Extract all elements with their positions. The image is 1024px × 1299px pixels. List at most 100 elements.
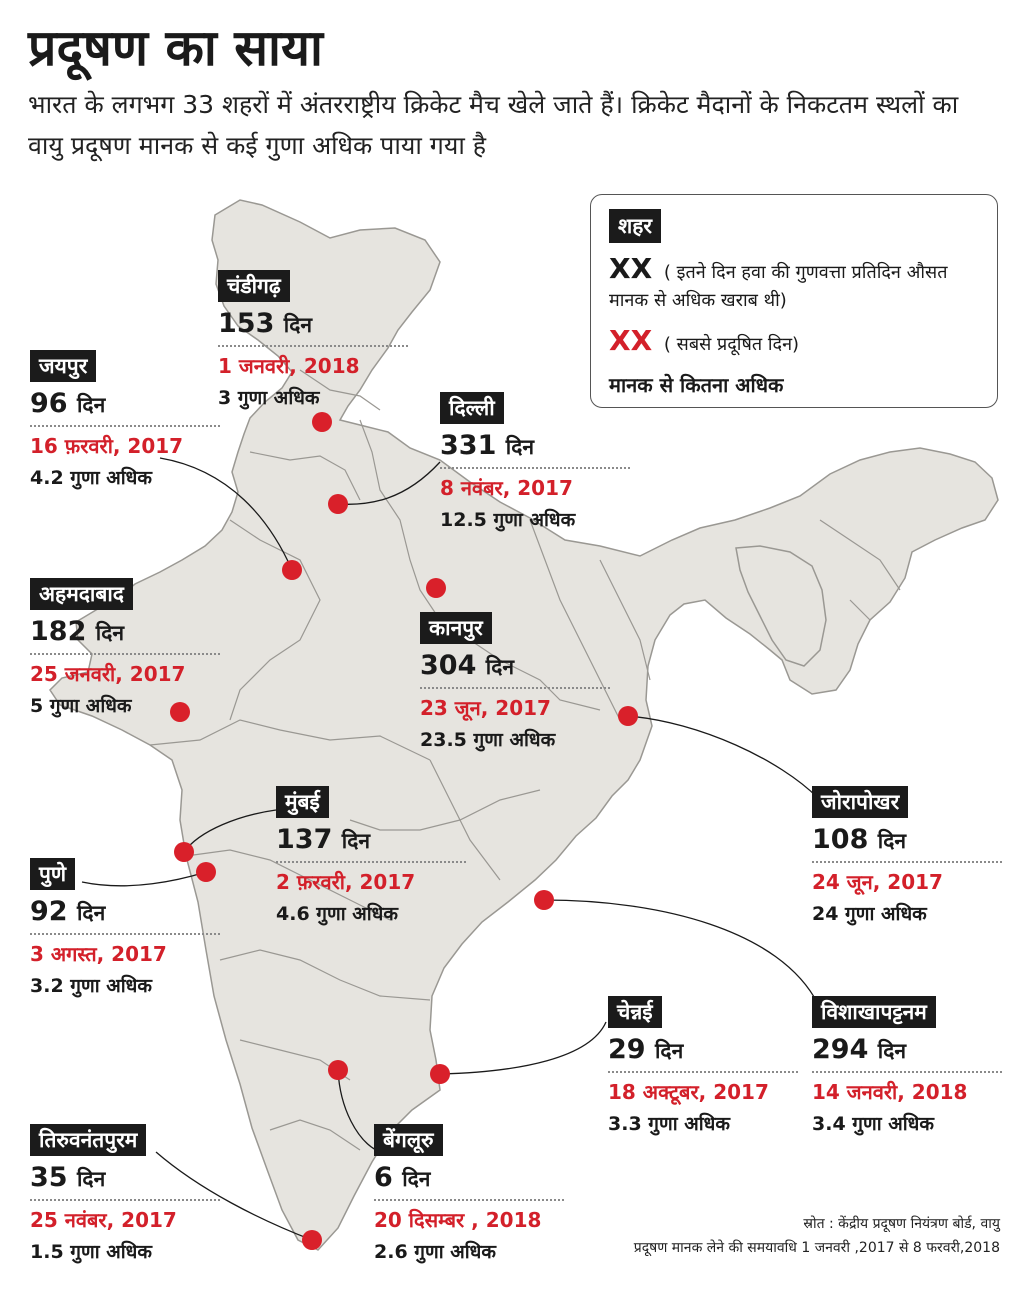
city-date: 25 जनवरी, 2017 <box>30 662 186 686</box>
leader-thiruvananthapuram <box>155 1151 313 1241</box>
days-unit: दिन <box>76 393 106 417</box>
city-date: 14 जनवरी, 2018 <box>812 1080 968 1104</box>
city-days: 182 <box>30 616 87 647</box>
city-label-bengaluru: बेंगलूरु 6 दिन 20 दिसम्बर , 2018 2.6 गुण… <box>374 1124 564 1265</box>
city-times: 12.5 गुणा अधिक <box>440 509 576 531</box>
city-date: 25 नवंबर, 2017 <box>30 1208 177 1232</box>
city-times: 4.6 गुणा अधिक <box>276 903 398 925</box>
city-label-chandigarh: चंडीगढ़ 153 दिन 1 जनवरी, 2018 3 गुणा अधि… <box>218 270 408 411</box>
days-unit: दिन <box>283 313 313 337</box>
city-name: चेन्नई <box>608 996 662 1028</box>
city-name: मुंबई <box>276 786 329 818</box>
dot-visakhapatnam <box>534 890 554 910</box>
city-days: 96 <box>30 388 68 419</box>
city-date: 2 फ़रवरी, 2017 <box>276 870 416 894</box>
days-unit: दिन <box>402 1167 431 1191</box>
city-times: 5 गुणा अधिक <box>30 695 132 717</box>
city-days: 35 <box>30 1162 68 1193</box>
leader-jaipur <box>159 457 293 571</box>
dot-delhi <box>328 494 348 514</box>
city-days: 6 <box>374 1162 393 1193</box>
city-label-pune: पुणे 92 दिन 3 अगस्त, 2017 3.2 गुणा अधिक <box>30 858 220 999</box>
city-times: 24 गुणा अधिक <box>812 903 927 925</box>
city-times: 23.5 गुणा अधिक <box>420 729 556 751</box>
legend-city-label: शहर <box>609 209 662 243</box>
days-unit: दिन <box>341 829 371 853</box>
city-times: 3.4 गुणा अधिक <box>812 1113 934 1135</box>
city-label-delhi: दिल्ली 331 दिन 8 नवंबर, 2017 12.5 गुणा अ… <box>440 392 630 533</box>
city-times: 2.6 गुणा अधिक <box>374 1241 496 1263</box>
city-days: 331 <box>440 430 497 461</box>
leader-delhi <box>337 461 441 505</box>
dot-jorapokhar <box>618 706 638 726</box>
days-unit: दिन <box>76 1167 106 1191</box>
city-date: 3 अगस्त, 2017 <box>30 942 167 966</box>
days-unit: दिन <box>485 655 515 679</box>
city-name: अहमदाबाद <box>30 578 133 610</box>
city-date: 8 नवंबर, 2017 <box>440 476 573 500</box>
city-date: 24 जून, 2017 <box>812 870 943 894</box>
northeast-region <box>735 545 827 667</box>
legend-date-note: ( सबसे प्रदूषित दिन) <box>663 334 800 355</box>
leader-visakhapatnam <box>543 899 819 1005</box>
leader-jorapokhar <box>627 715 819 799</box>
city-label-kanpur: कानपुर 304 दिन 23 जून, 2017 23.5 गुणा अध… <box>420 612 610 753</box>
legend-date-row: XX ( सबसे प्रदूषित दिन) <box>609 327 979 359</box>
source-line-1: स्रोत : केंद्रीय प्रदूषण नियंत्रण बोर्ड,… <box>803 1216 1000 1232</box>
city-name: जोरापोखर <box>812 786 909 818</box>
city-days: 92 <box>30 896 68 927</box>
page-title: प्रदूषण का साया <box>28 19 323 77</box>
city-label-visakhapatnam: विशाखापट्टनम 294 दिन 14 जनवरी, 2018 3.4 … <box>812 996 1002 1137</box>
city-label-mumbai: मुंबई 137 दिन 2 फ़रवरी, 2017 4.6 गुणा अध… <box>276 786 466 927</box>
city-days: 304 <box>420 650 477 681</box>
city-days: 108 <box>812 824 869 855</box>
city-date: 16 फ़रवरी, 2017 <box>30 434 184 458</box>
legend-xx-black: XX <box>609 252 653 285</box>
city-name: पुणे <box>30 858 76 890</box>
dot-pune <box>196 862 216 882</box>
dot-mumbai <box>174 842 194 862</box>
city-label-chennai: चेन्नई 29 दिन 18 अक्टूबर, 2017 3.3 गुणा … <box>608 996 798 1137</box>
dot-chennai <box>430 1064 450 1084</box>
legend-times-note: मानक से कितना अधिक <box>609 373 784 397</box>
city-days: 29 <box>608 1034 646 1065</box>
city-days: 294 <box>812 1034 869 1065</box>
city-name: जयपुर <box>30 350 97 382</box>
leader-chennai <box>439 1021 607 1075</box>
legend-xx-red: XX <box>609 324 653 357</box>
leader-pune <box>81 871 207 887</box>
dot-kanpur <box>426 578 446 598</box>
city-date: 1 जनवरी, 2018 <box>218 354 360 378</box>
days-unit: दिन <box>76 901 106 925</box>
city-date: 18 अक्टूबर, 2017 <box>608 1080 769 1104</box>
dot-jaipur <box>282 560 302 580</box>
city-days: 137 <box>276 824 333 855</box>
city-name: तिरुवनंतपुरम <box>30 1124 147 1156</box>
city-name: विशाखापट्टनम <box>812 996 936 1028</box>
legend-days-note: ( इतने दिन हवा की गुणवत्ता प्रतिदिन औसत … <box>609 262 948 311</box>
city-name: कानपुर <box>420 612 492 644</box>
dot-bengaluru <box>328 1060 348 1080</box>
leader-bengaluru <box>337 1069 377 1151</box>
city-times: 1.5 गुणा अधिक <box>30 1241 152 1263</box>
city-date: 20 दिसम्बर , 2018 <box>374 1208 542 1232</box>
city-label-ahmedabad: अहमदाबाद 182 दिन 25 जनवरी, 2017 5 गुणा अ… <box>30 578 220 719</box>
city-name: चंडीगढ़ <box>218 270 290 302</box>
dot-thiruvananthapuram <box>302 1230 322 1250</box>
city-label-jaipur: जयपुर 96 दिन 16 फ़रवरी, 2017 4.2 गुणा अध… <box>30 350 220 491</box>
city-label-jorapokhar: जोरापोखर 108 दिन 24 जून, 2017 24 गुणा अध… <box>812 786 1002 927</box>
state-borders <box>149 369 901 1151</box>
city-times: 3.3 गुणा अधिक <box>608 1113 730 1135</box>
city-times: 3.2 गुणा अधिक <box>30 975 152 997</box>
page-subtitle: भारत के लगभग 33 शहरों में अंतरराष्ट्रीय … <box>28 90 959 160</box>
city-times: 3 गुणा अधिक <box>218 387 320 409</box>
city-date: 23 जून, 2017 <box>420 696 551 720</box>
city-days: 153 <box>218 308 275 339</box>
city-times: 4.2 गुणा अधिक <box>30 467 152 489</box>
legend-days-row: XX ( इतने दिन हवा की गुणवत्ता प्रतिदिन औ… <box>609 255 979 315</box>
days-unit: दिन <box>505 435 535 459</box>
source-line-2: प्रदूषण मानक लेने की समयावधि 1 जनवरी ,20… <box>633 1240 1000 1256</box>
dot-ahmedabad <box>170 702 190 722</box>
city-name: बेंगलूरु <box>374 1124 443 1156</box>
